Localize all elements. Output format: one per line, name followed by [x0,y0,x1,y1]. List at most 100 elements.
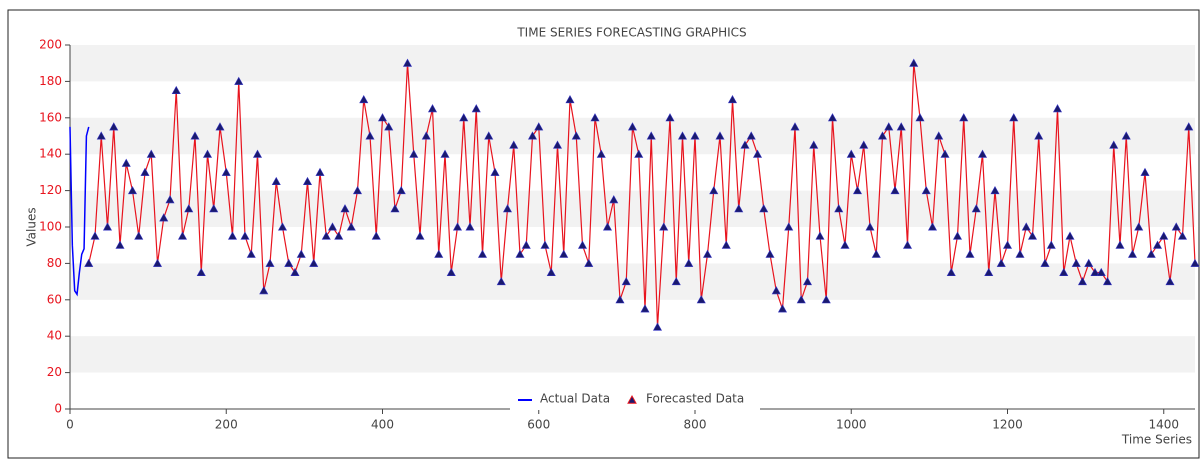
forecast-marker [796,295,806,304]
forecast-marker [1096,267,1106,276]
y-tick-label: 100 [39,220,62,234]
forecast-marker [427,104,438,113]
band [70,263,1195,300]
forecast-marker [521,240,531,249]
forecast-marker [1021,222,1031,231]
forecast-marker [734,204,744,213]
forecast-marker [571,131,581,140]
forecast-marker [552,140,563,149]
forecast-marker [652,322,663,331]
forecast-marker [177,231,188,240]
forecast-marker [265,258,275,267]
forecast-marker [509,140,519,149]
forecast-marker [340,204,350,213]
y-tick-label: 20 [47,365,62,379]
forecast-marker [977,149,988,158]
forecast-marker [271,176,281,185]
forecast-marker [102,222,113,231]
forecast-marker [215,122,225,131]
y-tick-label: 120 [39,183,62,197]
forecast-marker [484,131,494,140]
forecast-marker [834,204,844,213]
forecast-marker [684,258,694,267]
forecast-marker [696,295,706,304]
forecast-marker [127,185,138,195]
x-tick-label: 1000 [836,418,867,432]
forecast-marker [1115,240,1125,249]
forecast-marker [1184,122,1194,131]
band [70,45,1195,82]
bands [70,45,1195,373]
forecast-marker [202,149,213,158]
forecast-marker [802,276,813,286]
forecast-marker [1084,258,1094,267]
frame [7,9,1200,459]
forecast-marker [915,113,925,122]
forecast-marker [690,131,700,140]
forecast-marker [396,185,406,195]
forecast-marker [596,149,606,158]
forecast-marker [827,113,838,122]
legend-box [510,388,760,410]
forecast-marker [890,185,900,195]
forecast-marker [409,149,419,158]
forecast-marker [677,131,688,140]
x-tick-label: 800 [684,418,707,432]
forecast-marker [859,140,869,149]
forecast-marker [352,185,363,195]
forecast-marker [777,304,788,313]
forecast-marker [646,131,656,140]
x-tick-label: 0 [66,418,74,432]
forecast-marker [234,76,244,85]
forecast-marker [1052,104,1063,113]
x-axis-label: Time Series [1121,433,1192,447]
forecast-marker [346,222,356,231]
forecast-marker [577,240,588,249]
forecast-marker [246,249,256,258]
forecast-marker [784,222,794,231]
y-tick-label: 140 [39,147,62,161]
forecast-marker [565,94,575,104]
forecast-marker [1109,140,1119,149]
x-tick-label: 200 [215,418,238,432]
forecast-marker [702,249,713,258]
forecast-marker [759,204,769,213]
forecast-marker [402,58,413,67]
forecast-marker [934,131,944,140]
forecast-marker [752,149,763,158]
forecast-marker [209,204,219,213]
legend-label: Actual Data [540,392,610,406]
forecast-marker [515,249,525,258]
forecast-marker [315,167,325,176]
forecast-marker [871,249,881,258]
forecast-marker [1140,167,1150,176]
forecast-marker [627,122,638,131]
legend: Actual Data Forecasted Data [510,388,760,410]
forecast-marker [277,222,288,231]
forecast-marker [1059,267,1069,276]
forecast-marker [1065,231,1075,240]
forecast-marker [446,267,456,276]
forecast-marker [909,58,919,67]
forecast-marker [965,249,975,258]
x-tick-label: 600 [527,418,550,432]
forecast-marker [146,149,156,158]
forecast-marker [1146,249,1156,258]
forecast-marker [190,131,200,140]
forecast-marker [1127,249,1138,258]
forecast-marker [771,286,781,295]
forecast-marker [640,304,650,313]
forecast-marker [821,295,831,304]
forecast-marker [921,185,931,195]
forecast-marker [621,276,631,286]
forecast-marker [1046,240,1056,249]
forecast-marker [184,204,194,213]
forecast-marker [971,204,981,213]
legend-swatch [627,394,637,404]
forecast-marker [465,222,475,231]
forecast-marker [115,240,125,249]
forecast-marker [746,131,756,140]
forecast-marker [609,195,619,204]
forecast-marker [171,85,181,94]
forecast-marker [1165,276,1175,286]
